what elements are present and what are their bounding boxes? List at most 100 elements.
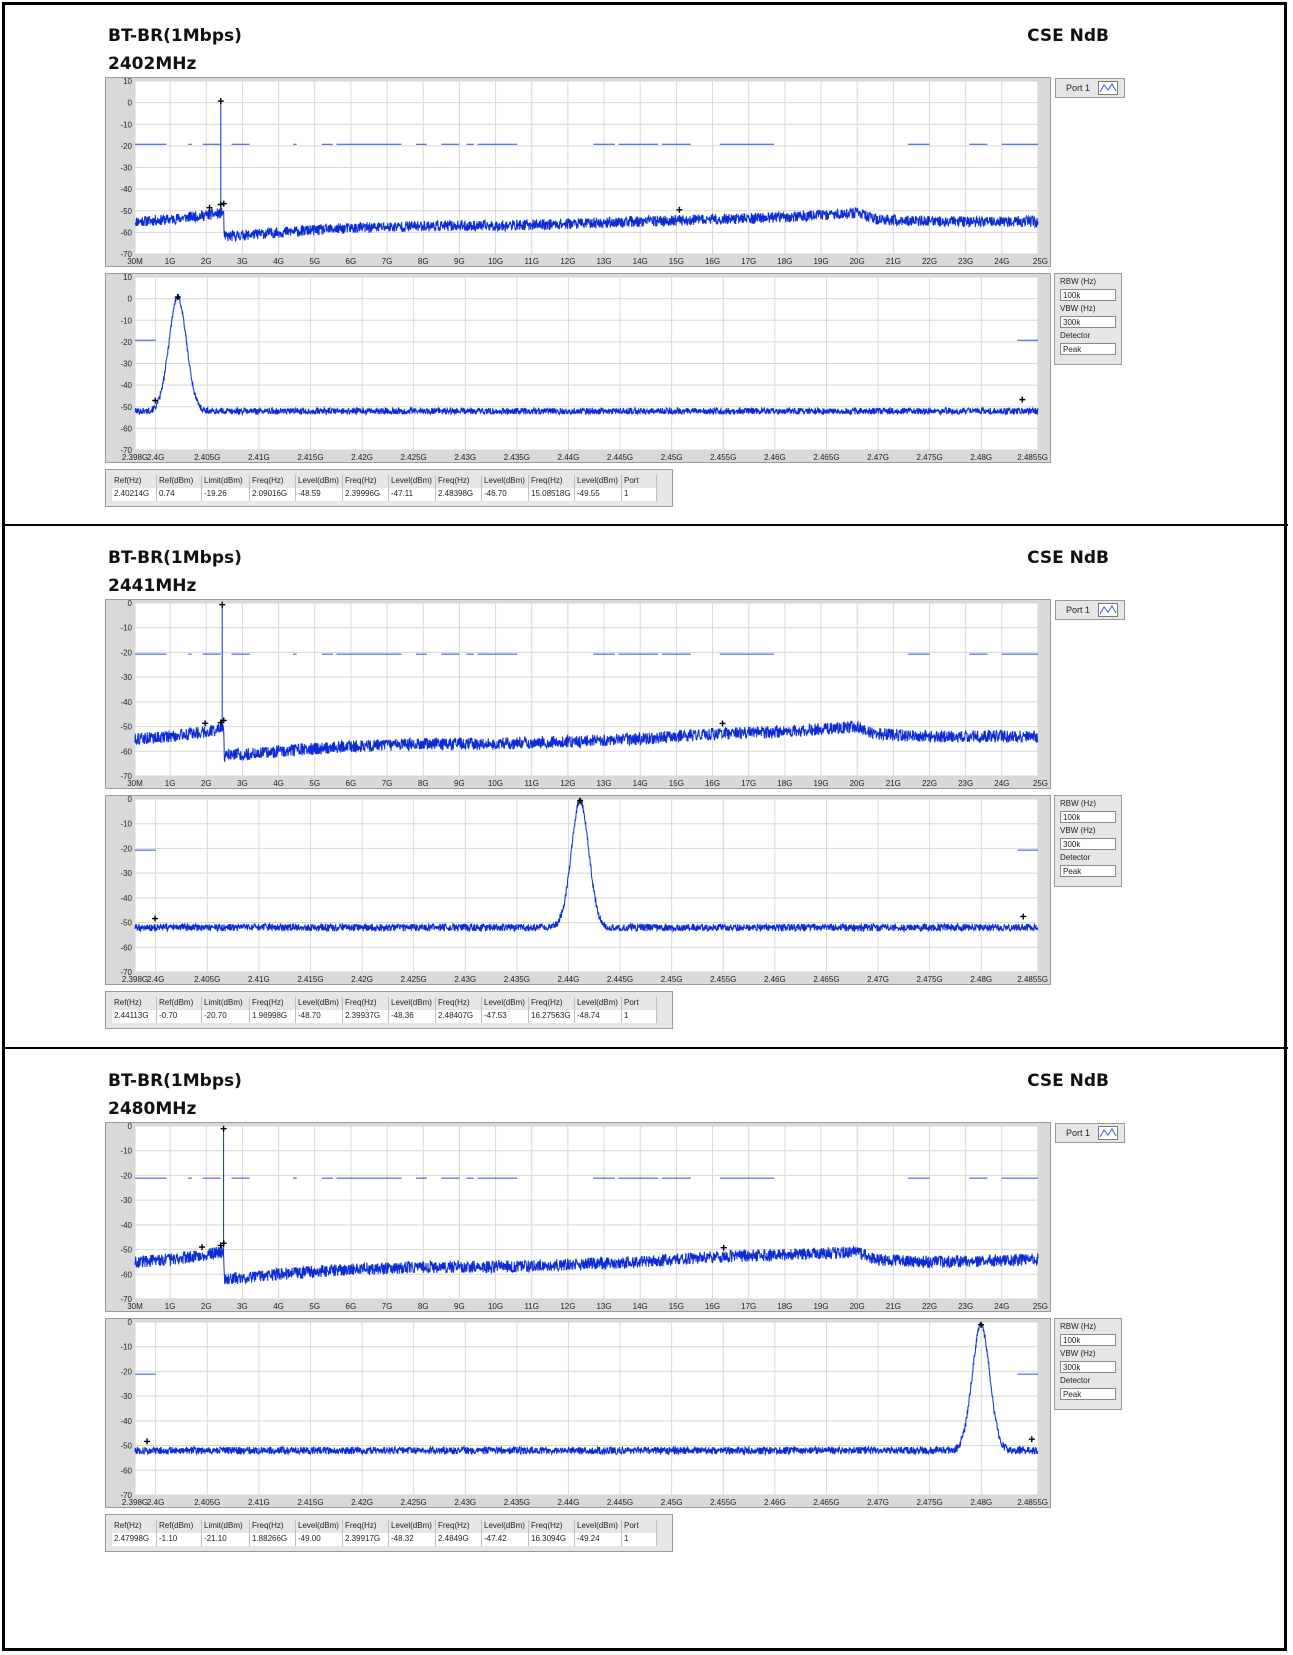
x-tick-label: 7G bbox=[382, 257, 393, 266]
x-tick-label: 2.44G bbox=[558, 975, 580, 984]
port-selector[interactable]: Port 1 bbox=[1055, 600, 1125, 620]
spectrum-trace bbox=[134, 206, 1039, 243]
y-tick-label: -50 bbox=[120, 1442, 132, 1451]
y-tick-label: -20 bbox=[120, 338, 132, 347]
x-tick-label: 20G bbox=[850, 779, 865, 788]
x-tick-label: 17G bbox=[741, 779, 756, 788]
table-value-cell: -48.36 bbox=[389, 1010, 436, 1023]
y-tick-label: -50 bbox=[120, 207, 132, 216]
x-tick-label: 2.465G bbox=[813, 453, 839, 462]
table-value-cell: 1 bbox=[622, 488, 657, 501]
table-value-cell: 2.40214G bbox=[112, 488, 157, 501]
x-tick-label: 12G bbox=[560, 779, 575, 788]
marker-results-table: Ref(Hz) 2.47998G Ref(dBm) -1.10 Limit(dBm) -2… bbox=[105, 1514, 673, 1552]
x-tick-label: 25G bbox=[1033, 257, 1048, 266]
x-tick-label: 15G bbox=[669, 779, 684, 788]
detector-field[interactable]: Peak bbox=[1060, 343, 1116, 355]
y-tick-label: -40 bbox=[120, 185, 132, 194]
table-header-cell: Ref(dBm) bbox=[157, 1520, 202, 1533]
x-tick-label: 4G bbox=[273, 257, 284, 266]
vbw-field[interactable]: 300k bbox=[1060, 316, 1116, 328]
vbw-field[interactable]: 300k bbox=[1060, 838, 1116, 850]
table-header-cell: Freq(Hz) bbox=[343, 475, 389, 488]
rbw-field[interactable]: 100k bbox=[1060, 289, 1116, 301]
marker-point bbox=[220, 1125, 227, 1132]
marker-point bbox=[217, 719, 224, 726]
table-value-cell: 2.48407G bbox=[436, 1010, 482, 1023]
y-tick-label: -20 bbox=[120, 648, 132, 657]
table-header-cell: Limit(dBm) bbox=[202, 1520, 250, 1533]
spectrum-trace bbox=[134, 1246, 1039, 1285]
detector-field[interactable]: Peak bbox=[1060, 1388, 1116, 1400]
marker-point bbox=[1028, 1436, 1035, 1443]
wideband-plot: 0 -10 -20 -30 -40 -50 -60 -70 30M 1G 2G 3G 4G 5G 6G 7G 8… bbox=[105, 599, 1051, 789]
rbw-field[interactable]: 100k bbox=[1060, 1334, 1116, 1346]
channel-label: 2480MHz bbox=[108, 1099, 197, 1119]
rbw-field[interactable]: 100k bbox=[1060, 811, 1116, 823]
x-tick-label: 13G bbox=[596, 1302, 611, 1311]
x-tick-label: 17G bbox=[741, 257, 756, 266]
y-tick-label: -10 bbox=[120, 820, 132, 829]
x-tick-label: 2.415G bbox=[297, 975, 323, 984]
x-tick-label: 7G bbox=[382, 1302, 393, 1311]
table-header-cell: Limit(dBm) bbox=[202, 997, 250, 1010]
x-tick-label: 2G bbox=[201, 1302, 212, 1311]
y-tick-label: -70 bbox=[120, 250, 132, 259]
y-tick-label: -70 bbox=[120, 1491, 132, 1500]
x-tick-label: 25G bbox=[1033, 1302, 1048, 1311]
detector-field[interactable]: Peak bbox=[1060, 865, 1116, 877]
x-tick-label: 8G bbox=[418, 257, 429, 266]
y-tick-label: -60 bbox=[120, 1466, 132, 1475]
x-tick-label: 2.435G bbox=[504, 1498, 530, 1507]
table-header-cell: Level(dBm) bbox=[482, 997, 529, 1010]
port-selector[interactable]: Port 1 bbox=[1055, 1123, 1125, 1143]
x-tick-label: 2.44G bbox=[558, 1498, 580, 1507]
y-tick-label: -40 bbox=[120, 1417, 132, 1426]
x-tick-label: 10G bbox=[488, 257, 503, 266]
x-tick-label: 2.425G bbox=[401, 975, 427, 984]
y-tick-label: -10 bbox=[120, 1147, 132, 1156]
table-value-cell: 1.88266G bbox=[250, 1533, 296, 1546]
table-value-cell: -48.32 bbox=[389, 1533, 436, 1546]
table-header-cell: Freq(Hz) bbox=[436, 1520, 482, 1533]
table-value-cell: 2.09016G bbox=[250, 488, 296, 501]
section-divider bbox=[3, 524, 1288, 526]
analyzer-settings-panel: RBW (Hz) 100k VBW (Hz) 300k Detector Peak bbox=[1054, 1318, 1122, 1410]
table-header-cell: Freq(Hz) bbox=[529, 997, 575, 1010]
x-tick-label: 19G bbox=[813, 1302, 828, 1311]
x-tick-label: 2.398G bbox=[122, 1498, 148, 1507]
y-tick-label: -40 bbox=[120, 1221, 132, 1230]
x-tick-label: 2.465G bbox=[813, 975, 839, 984]
table-value-cell: -48.59 bbox=[296, 488, 343, 501]
x-tick-label: 25G bbox=[1033, 779, 1048, 788]
x-tick-label: 16G bbox=[705, 257, 720, 266]
y-tick-label: -70 bbox=[120, 1295, 132, 1304]
port-selector[interactable]: Port 1 bbox=[1055, 78, 1125, 98]
y-tick-label: 0 bbox=[128, 600, 133, 608]
x-tick-label: 2.47G bbox=[867, 453, 889, 462]
table-value-cell: 2.39917G bbox=[343, 1533, 389, 1546]
table-value-cell: -48.74 bbox=[575, 1010, 622, 1023]
vbw-field[interactable]: 300k bbox=[1060, 1361, 1116, 1373]
y-tick-label: 10 bbox=[123, 78, 132, 86]
channel-label: 2402MHz bbox=[108, 54, 197, 74]
y-tick-label: 10 bbox=[123, 274, 132, 282]
x-tick-label: 9G bbox=[454, 257, 465, 266]
table-header-cell: Level(dBm) bbox=[389, 1520, 436, 1533]
x-tick-label: 12G bbox=[560, 257, 575, 266]
rbw-label: RBW (Hz) bbox=[1060, 1322, 1096, 1331]
table-header-cell: Level(dBm) bbox=[389, 997, 436, 1010]
x-tick-label: 14G bbox=[633, 779, 648, 788]
x-tick-label: 1G bbox=[165, 257, 176, 266]
x-tick-label: 2.415G bbox=[297, 453, 323, 462]
chart-title: BT-BR(1Mbps) bbox=[108, 26, 242, 46]
x-tick-label: 10G bbox=[488, 779, 503, 788]
x-tick-label: 4G bbox=[273, 1302, 284, 1311]
trace-style-icon bbox=[1098, 1126, 1118, 1140]
marker-point bbox=[199, 1244, 206, 1251]
x-tick-label: 22G bbox=[922, 1302, 937, 1311]
detector-label: Detector bbox=[1060, 853, 1091, 862]
x-tick-label: 30M bbox=[127, 257, 143, 266]
